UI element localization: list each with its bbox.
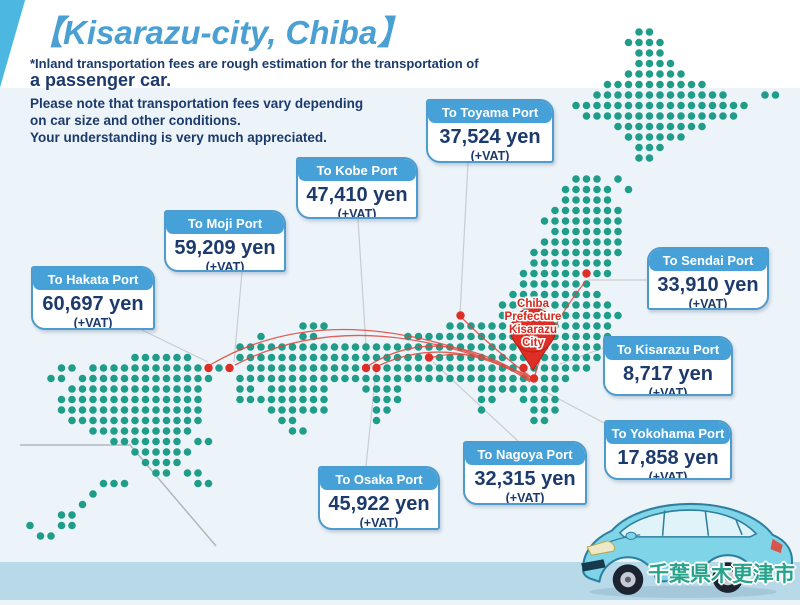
car-grille — [581, 559, 606, 572]
card-osaka-port: To Osaka Port 45,922 yen (+VAT) — [318, 466, 440, 530]
port-red-dots-layer — [204, 269, 591, 383]
card-yokohama-port: To Yokohama Port 17,858 yen (+VAT) — [604, 420, 732, 480]
note-line-5: Your understanding is very much apprecia… — [30, 130, 327, 145]
card-kobe-header: To Kobe Port — [298, 159, 416, 181]
card-yokohama-price: 17,858 yen — [617, 447, 719, 469]
card-toyama-price: 37,524 yen — [439, 126, 541, 148]
map-dots-layer — [26, 28, 780, 540]
top-white-band — [0, 0, 800, 88]
car-pillar-3 — [735, 519, 743, 536]
card-kobe-port: To Kobe Port 47,410 yen (+VAT) — [296, 157, 418, 219]
card-hakata-price: 60,697 yen — [42, 293, 144, 315]
card-sendai-header: To Sendai Port — [649, 249, 767, 271]
car-front-wheel — [612, 564, 644, 595]
car-pillar-1 — [661, 510, 666, 536]
card-nagoya-vat: (+VAT) — [505, 491, 545, 505]
page-title: 【Kisarazu-city, Chiba】 — [30, 14, 411, 51]
pin-label-line3: Kisarazu — [509, 324, 557, 336]
card-yokohama-vat: (+VAT) — [648, 470, 688, 480]
location-pin: Chiba Prefecture Kisarazu City — [503, 297, 563, 371]
car-mirror — [625, 531, 637, 540]
pin-label-line4: City — [522, 337, 544, 349]
card-nagoya-port: To Nagoya Port 32,315 yen (+VAT) — [463, 441, 587, 505]
card-yokohama-header: To Yokohama Port — [606, 422, 730, 444]
note-line-2: a passenger car. — [30, 70, 172, 90]
car-glass — [618, 509, 758, 538]
card-kobe-vat: (+VAT) — [337, 207, 377, 219]
car-pillar-2 — [704, 511, 710, 536]
car-headlight — [586, 540, 615, 556]
note-line-3: Please note that transportation fees var… — [30, 96, 364, 111]
card-hakata-header: To Hakata Port — [33, 268, 153, 290]
card-kisarazu-vat: (+VAT) — [648, 386, 688, 396]
car-illustration — [573, 490, 797, 600]
card-kisarazu-header: To Kisarazu Port — [605, 338, 731, 360]
card-toyama-port: To Toyama Port 37,524 yen (+VAT) — [426, 99, 554, 163]
card-hakata-vat: (+VAT) — [73, 316, 113, 330]
card-sendai-port: To Sendai Port 33,910 yen (+VAT) — [647, 247, 769, 310]
connector-lines — [141, 162, 647, 467]
car-taillight — [770, 538, 783, 554]
note-line-1: *Inland transportation fees are rough es… — [30, 56, 479, 71]
card-kisarazu-price: 8,717 yen — [622, 363, 714, 385]
note-line-4: on car size and other conditions. — [30, 113, 241, 128]
pin-label-line1: Chiba — [517, 298, 550, 310]
card-sendai-price: 33,910 yen — [657, 274, 759, 296]
card-hakata-port: To Hakata Port 60,697 yen (+VAT) — [31, 266, 155, 330]
card-osaka-vat: (+VAT) — [359, 516, 399, 530]
okinawa-inset-border — [20, 444, 217, 547]
card-moji-price: 59,209 yen — [174, 237, 276, 259]
card-moji-header: To Moji Port — [166, 212, 284, 234]
card-osaka-header: To Osaka Port — [320, 468, 438, 490]
card-nagoya-header: To Nagoya Port — [465, 443, 585, 465]
city-name-watermark: 千葉県木更津市 — [648, 563, 795, 586]
card-toyama-vat: (+VAT) — [470, 149, 510, 163]
card-sendai-vat: (+VAT) — [688, 297, 728, 310]
card-moji-vat: (+VAT) — [205, 260, 245, 272]
card-osaka-price: 45,922 yen — [328, 493, 430, 515]
card-toyama-header: To Toyama Port — [428, 101, 552, 123]
card-nagoya-price: 32,315 yen — [474, 468, 576, 490]
pin-label-line2: Prefecture — [505, 311, 562, 323]
car-rear-wheel — [712, 562, 744, 593]
card-kobe-price: 47,410 yen — [306, 184, 408, 206]
card-kisarazu-port: To Kisarazu Port 8,717 yen (+VAT) — [603, 336, 733, 396]
card-moji-port: To Moji Port 59,209 yen (+VAT) — [164, 210, 286, 272]
